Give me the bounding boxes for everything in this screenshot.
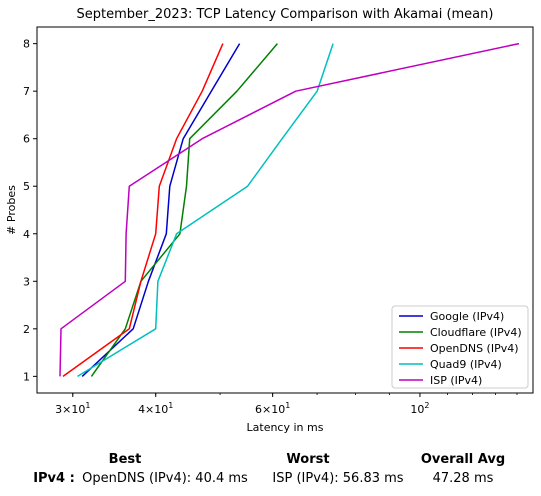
legend-label: ISP (IPv4) bbox=[430, 374, 482, 387]
y-axis-label: # Probes bbox=[5, 185, 18, 235]
worst-value: ISP (IPv4): 56.83 ms bbox=[272, 471, 404, 486]
summary-table: Best Worst Overall Avg IPv4 : OpenDNS (I… bbox=[0, 440, 541, 496]
chart-title: September_2023: TCP Latency Comparison w… bbox=[77, 7, 494, 22]
row-label-ipv4: IPv4 : bbox=[33, 471, 75, 486]
plot-frame bbox=[36, 26, 534, 394]
series-line bbox=[77, 43, 334, 378]
x-tick-label: 4×101 bbox=[138, 401, 173, 416]
y-tick-label: 1 bbox=[23, 370, 30, 383]
y-tick-label: 3 bbox=[23, 275, 30, 288]
axis-ticks: 1 2 3 4 5 6 7 8 3×101 4×101 6×101 102 bbox=[23, 38, 518, 416]
legend-label: Google (IPv4) bbox=[430, 310, 504, 323]
x-axis-label: Latency in ms bbox=[247, 421, 324, 434]
legend-label: OpenDNS (IPv4) bbox=[430, 342, 519, 355]
y-tick-label: 6 bbox=[23, 133, 30, 146]
x-tick-label: 102 bbox=[410, 401, 429, 416]
best-header: Best bbox=[108, 452, 142, 467]
x-tick-label: 6×101 bbox=[255, 401, 290, 416]
series-line bbox=[90, 43, 278, 377]
worst-header: Worst bbox=[286, 452, 330, 467]
latency-chart: September_2023: TCP Latency Comparison w… bbox=[5, 7, 534, 434]
y-tick-label: 4 bbox=[23, 228, 30, 241]
x-tick-label: 3×101 bbox=[55, 401, 90, 416]
series-line bbox=[59, 42, 520, 377]
legend-label: Quad9 (IPv4) bbox=[430, 358, 502, 371]
y-tick-label: 8 bbox=[23, 38, 30, 51]
y-tick-label: 7 bbox=[23, 85, 30, 98]
legend-label: Cloudflare (IPv4) bbox=[430, 326, 522, 339]
series-lines bbox=[59, 42, 520, 378]
y-tick-label: 5 bbox=[23, 180, 30, 193]
y-tick-label: 2 bbox=[23, 323, 30, 336]
best-value: OpenDNS (IPv4): 40.4 ms bbox=[82, 471, 248, 486]
avg-value: 47.28 ms bbox=[432, 471, 494, 486]
legend: Google (IPv4) Cloudflare (IPv4) OpenDNS (I… bbox=[391, 305, 529, 389]
legend-box bbox=[391, 305, 529, 389]
series-line bbox=[62, 43, 224, 378]
avg-header: Overall Avg bbox=[420, 452, 506, 467]
series-line bbox=[81, 43, 241, 377]
